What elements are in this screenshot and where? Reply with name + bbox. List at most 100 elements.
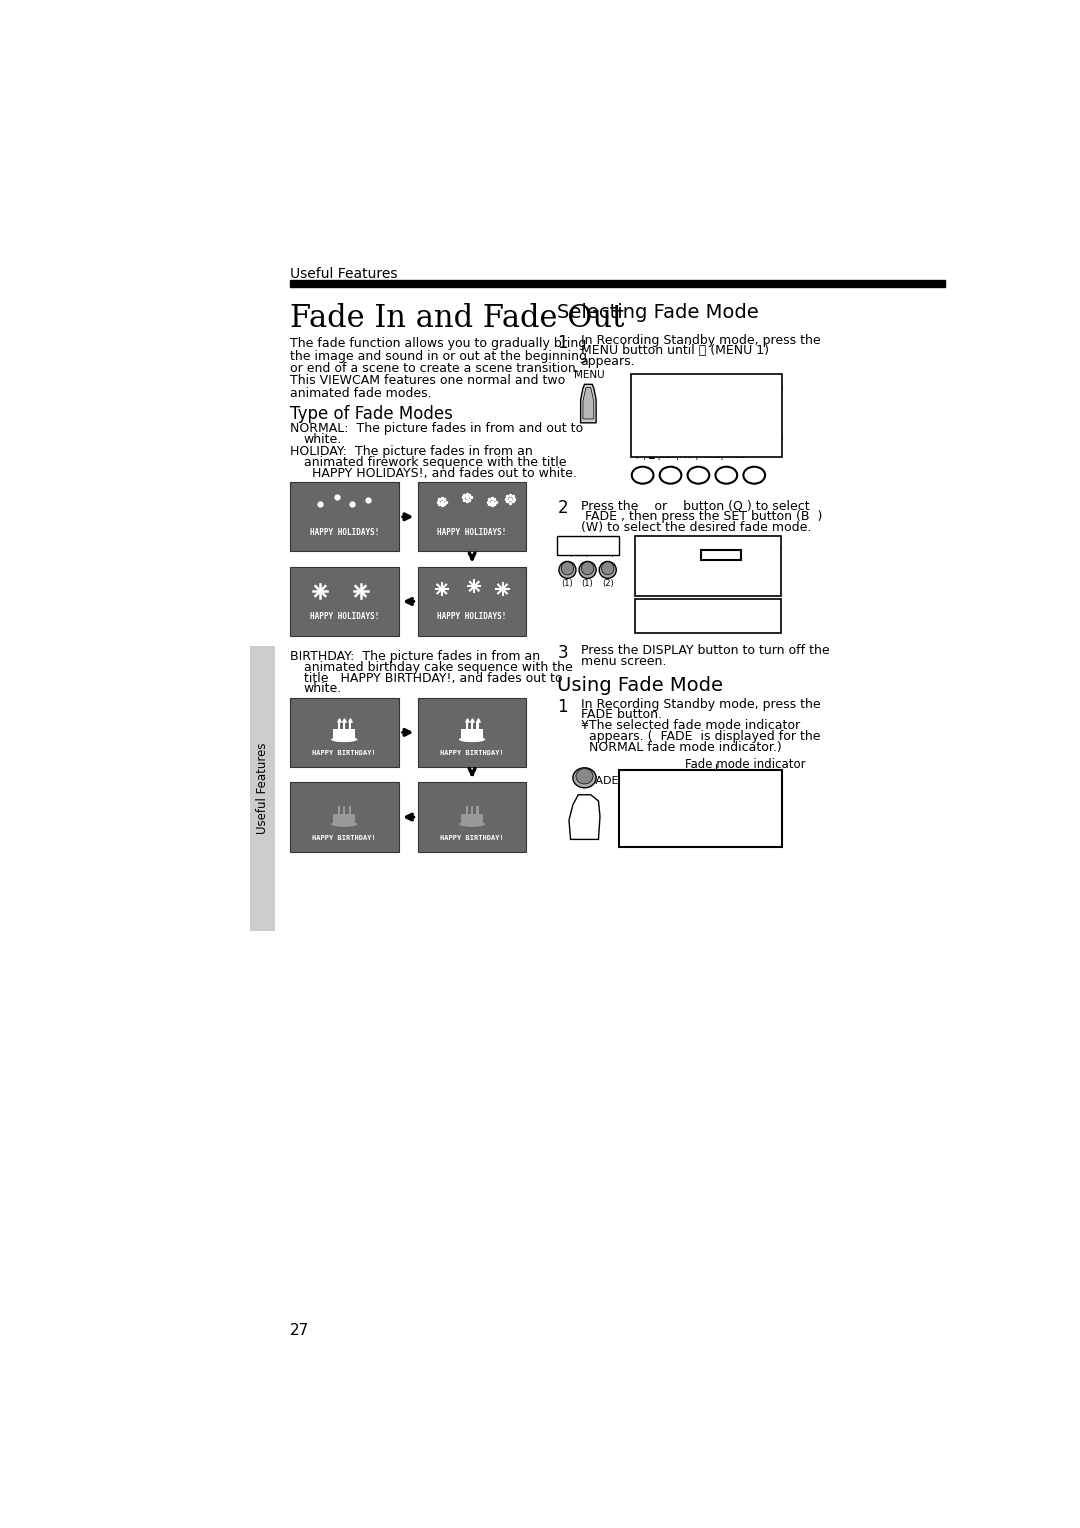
Ellipse shape — [332, 736, 357, 743]
Bar — [349, 721, 351, 729]
Text: ▼ | ▲ |SET|PIC-|TURE|PAGE: ▼ | ▲ |SET|PIC-|TURE|PAGE — [634, 451, 745, 460]
Text: ⨽■: ⨽■ — [559, 539, 575, 550]
Bar — [418, 698, 526, 767]
Text: (1): (1) — [582, 579, 594, 588]
Text: ⨽■: ⨽■ — [634, 442, 649, 451]
Text: ⨽■: ⨽■ — [622, 827, 637, 837]
Ellipse shape — [688, 466, 710, 484]
Text: GAMA|OK: GAMA|OK — [707, 825, 750, 834]
Bar — [557, 536, 619, 555]
Text: (1): (1) — [562, 579, 573, 588]
Text: •DEMOMODE: •DEMOMODE — [638, 575, 712, 585]
Text: 3: 3 — [557, 643, 568, 662]
Text: FADE: FADE — [591, 776, 619, 787]
Text: or end of a scene to create a scene transition.: or end of a scene to create a scene tran… — [291, 362, 580, 374]
Text: └BIRTHDAY: └BIRTHDAY — [699, 793, 755, 804]
Ellipse shape — [576, 769, 593, 784]
Text: NORMAL: NORMAL — [702, 552, 747, 561]
Text: HAPPY BIRTHDAY!: HAPPY BIRTHDAY! — [312, 834, 376, 840]
Ellipse shape — [459, 736, 485, 743]
Text: HAPPY BIRTHDAY!: HAPPY BIRTHDAY! — [441, 750, 504, 756]
Text: 1: 1 — [557, 333, 568, 351]
Text: the image and sound in or out at the beginning: the image and sound in or out at the beg… — [291, 350, 588, 362]
Text: title   HAPPY BIRTHDAY!, and fades out to: title HAPPY BIRTHDAY!, and fades out to — [303, 671, 563, 685]
Text: NORMAL:  The picture fades in from and out to: NORMAL: The picture fades in from and ou… — [291, 422, 583, 435]
Text: animated firework sequence with the title: animated firework sequence with the titl… — [303, 455, 566, 469]
Bar — [619, 770, 782, 847]
Text: appears.: appears. — [581, 354, 635, 368]
Text: Selecting Fade Mode: Selecting Fade Mode — [557, 303, 759, 322]
Text: white.: white. — [303, 683, 342, 695]
Bar — [631, 374, 782, 457]
Bar — [418, 567, 526, 636]
Ellipse shape — [559, 561, 576, 579]
Text: HAPPY BIRTHDAY!: HAPPY BIRTHDAY! — [312, 750, 376, 756]
Text: NORMAL fade mode indicator.): NORMAL fade mode indicator.) — [581, 741, 781, 753]
Text: MENU 1: MENU 1 — [685, 377, 728, 388]
Bar — [349, 805, 351, 814]
Text: MENU: MENU — [575, 370, 605, 380]
Text: ►FADE: ►FADE — [635, 391, 672, 402]
Text: Useful Features: Useful Features — [256, 743, 269, 834]
Text: animated birthday cake sequence with the: animated birthday cake sequence with the — [303, 660, 572, 674]
Bar — [476, 721, 478, 729]
Text: ►: ► — [666, 471, 674, 481]
Text: FADE , then press the SET button (B  ): FADE , then press the SET button (B ) — [581, 510, 822, 523]
Text: •REMOTE: •REMOTE — [638, 562, 691, 573]
Bar — [291, 567, 399, 636]
Text: BIRTHDAY:  The picture fades in from an: BIRTHDAY: The picture fades in from an — [291, 649, 540, 663]
Ellipse shape — [602, 562, 613, 575]
Polygon shape — [583, 388, 594, 419]
Ellipse shape — [660, 466, 681, 484]
Text: EFF. | REW: EFF. | REW — [707, 833, 754, 842]
Bar — [465, 721, 468, 729]
Text: HAPPY HOLIDAYS!, and fades out to white.: HAPPY HOLIDAYS!, and fades out to white. — [312, 466, 577, 480]
Bar — [418, 782, 526, 851]
Text: FADE button.: FADE button. — [581, 709, 662, 721]
Bar — [635, 599, 781, 633]
Text: 1: 1 — [557, 698, 568, 715]
Text: Press the DISPLAY button to turn off the: Press the DISPLAY button to turn off the — [581, 643, 829, 657]
Text: animated fade modes.: animated fade modes. — [291, 387, 432, 400]
Text: ¥The selected fade mode indicator: ¥The selected fade mode indicator — [581, 720, 800, 732]
Ellipse shape — [572, 767, 596, 788]
Bar — [343, 721, 346, 729]
Bar — [471, 805, 473, 814]
Text: Press the    or    button (Q ) to select: Press the or button (Q ) to select — [581, 500, 809, 512]
Text: ▼ | ▲ | SET |: ▼ | ▲ | SET | — [559, 547, 613, 556]
Text: 2: 2 — [557, 500, 568, 516]
Text: Fade mode indicator: Fade mode indicator — [685, 758, 806, 770]
Bar — [334, 814, 355, 824]
Text: ON: ON — [701, 402, 718, 413]
Bar — [334, 729, 355, 738]
Ellipse shape — [581, 562, 594, 575]
Ellipse shape — [562, 562, 573, 575]
Text: (W) to select the desired fade mode.: (W) to select the desired fade mode. — [581, 521, 811, 533]
Text: •DEMO MODE: •DEMO MODE — [635, 413, 713, 423]
Text: HOLIDAY:  The picture fades in from an: HOLIDAY: The picture fades in from an — [291, 445, 532, 458]
Text: This VIEWCAM features one normal and two: This VIEWCAM features one normal and two — [291, 374, 565, 387]
Text: Type of Fade Modes: Type of Fade Modes — [291, 405, 453, 423]
Text: In Recording Standby mode, press the: In Recording Standby mode, press the — [581, 698, 820, 711]
Bar — [291, 698, 399, 767]
Bar — [461, 729, 483, 738]
Text: HAPPY HOLIDAYS!: HAPPY HOLIDAYS! — [310, 613, 379, 622]
Text: MENU 1: MENU 1 — [686, 539, 729, 550]
Text: white.: white. — [303, 432, 342, 446]
Ellipse shape — [743, 466, 765, 484]
Text: HAPPY HOLIDAYS!: HAPPY HOLIDAYS! — [437, 527, 507, 536]
Text: Using Fade Mode: Using Fade Mode — [557, 677, 724, 695]
Text: ■: ■ — [721, 471, 731, 481]
Polygon shape — [569, 795, 600, 839]
Bar — [465, 805, 468, 814]
Text: (2): (2) — [602, 579, 613, 588]
Text: In Recording Standby mode, press the: In Recording Standby mode, press the — [581, 333, 820, 347]
Text: The fade function allows you to gradually bring: The fade function allows you to graduall… — [291, 338, 586, 350]
Text: HAPPY HOLIDAYS!: HAPPY HOLIDAYS! — [310, 527, 379, 536]
Text: Fade In and Fade Out: Fade In and Fade Out — [291, 303, 624, 333]
Text: menu screen.: menu screen. — [581, 654, 666, 668]
Bar — [635, 536, 781, 596]
Text: •REMOTE: •REMOTE — [635, 402, 688, 413]
Bar — [418, 483, 526, 552]
Text: MENU button until ⨽ (MENU 1): MENU button until ⨽ (MENU 1) — [581, 344, 769, 358]
